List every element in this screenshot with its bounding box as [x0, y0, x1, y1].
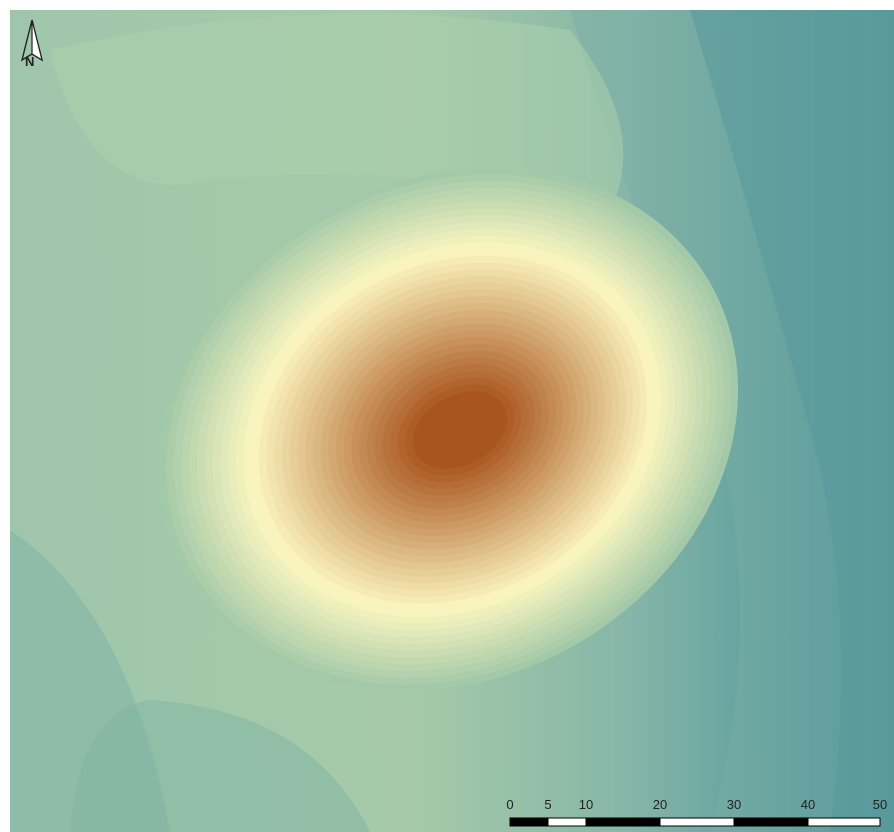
scale-segment [509, 817, 549, 827]
scale-bar-graphic [509, 817, 881, 827]
scale-tick-20: 20 [652, 797, 668, 812]
north-label: N [25, 54, 35, 69]
scale-tick-0: 0 [506, 797, 514, 812]
ridge-northwest [50, 14, 624, 210]
elevation-map[interactable] [10, 10, 894, 832]
scale-tick-40: 40 [800, 797, 816, 812]
map-frame[interactable]: N [10, 10, 894, 832]
scale-tick-30: 30 [726, 797, 742, 812]
scale-segment [547, 817, 587, 827]
lowland-south [70, 700, 370, 832]
scale-tick-10: 10 [578, 797, 594, 812]
scale-segment [807, 817, 881, 827]
north-arrow: N [12, 16, 52, 72]
north-arrow-icon [20, 19, 44, 62]
hill-layer [158, 167, 739, 692]
ridge-northeast-2 [690, 10, 894, 832]
scale-tick-50: 50 [872, 797, 888, 812]
scale-tick-5: 5 [544, 797, 552, 812]
scale-segment [585, 817, 661, 827]
scale-segment [733, 817, 809, 827]
contour-layer [10, 10, 894, 832]
scale-segment [659, 817, 735, 827]
contour-band [412, 391, 508, 469]
